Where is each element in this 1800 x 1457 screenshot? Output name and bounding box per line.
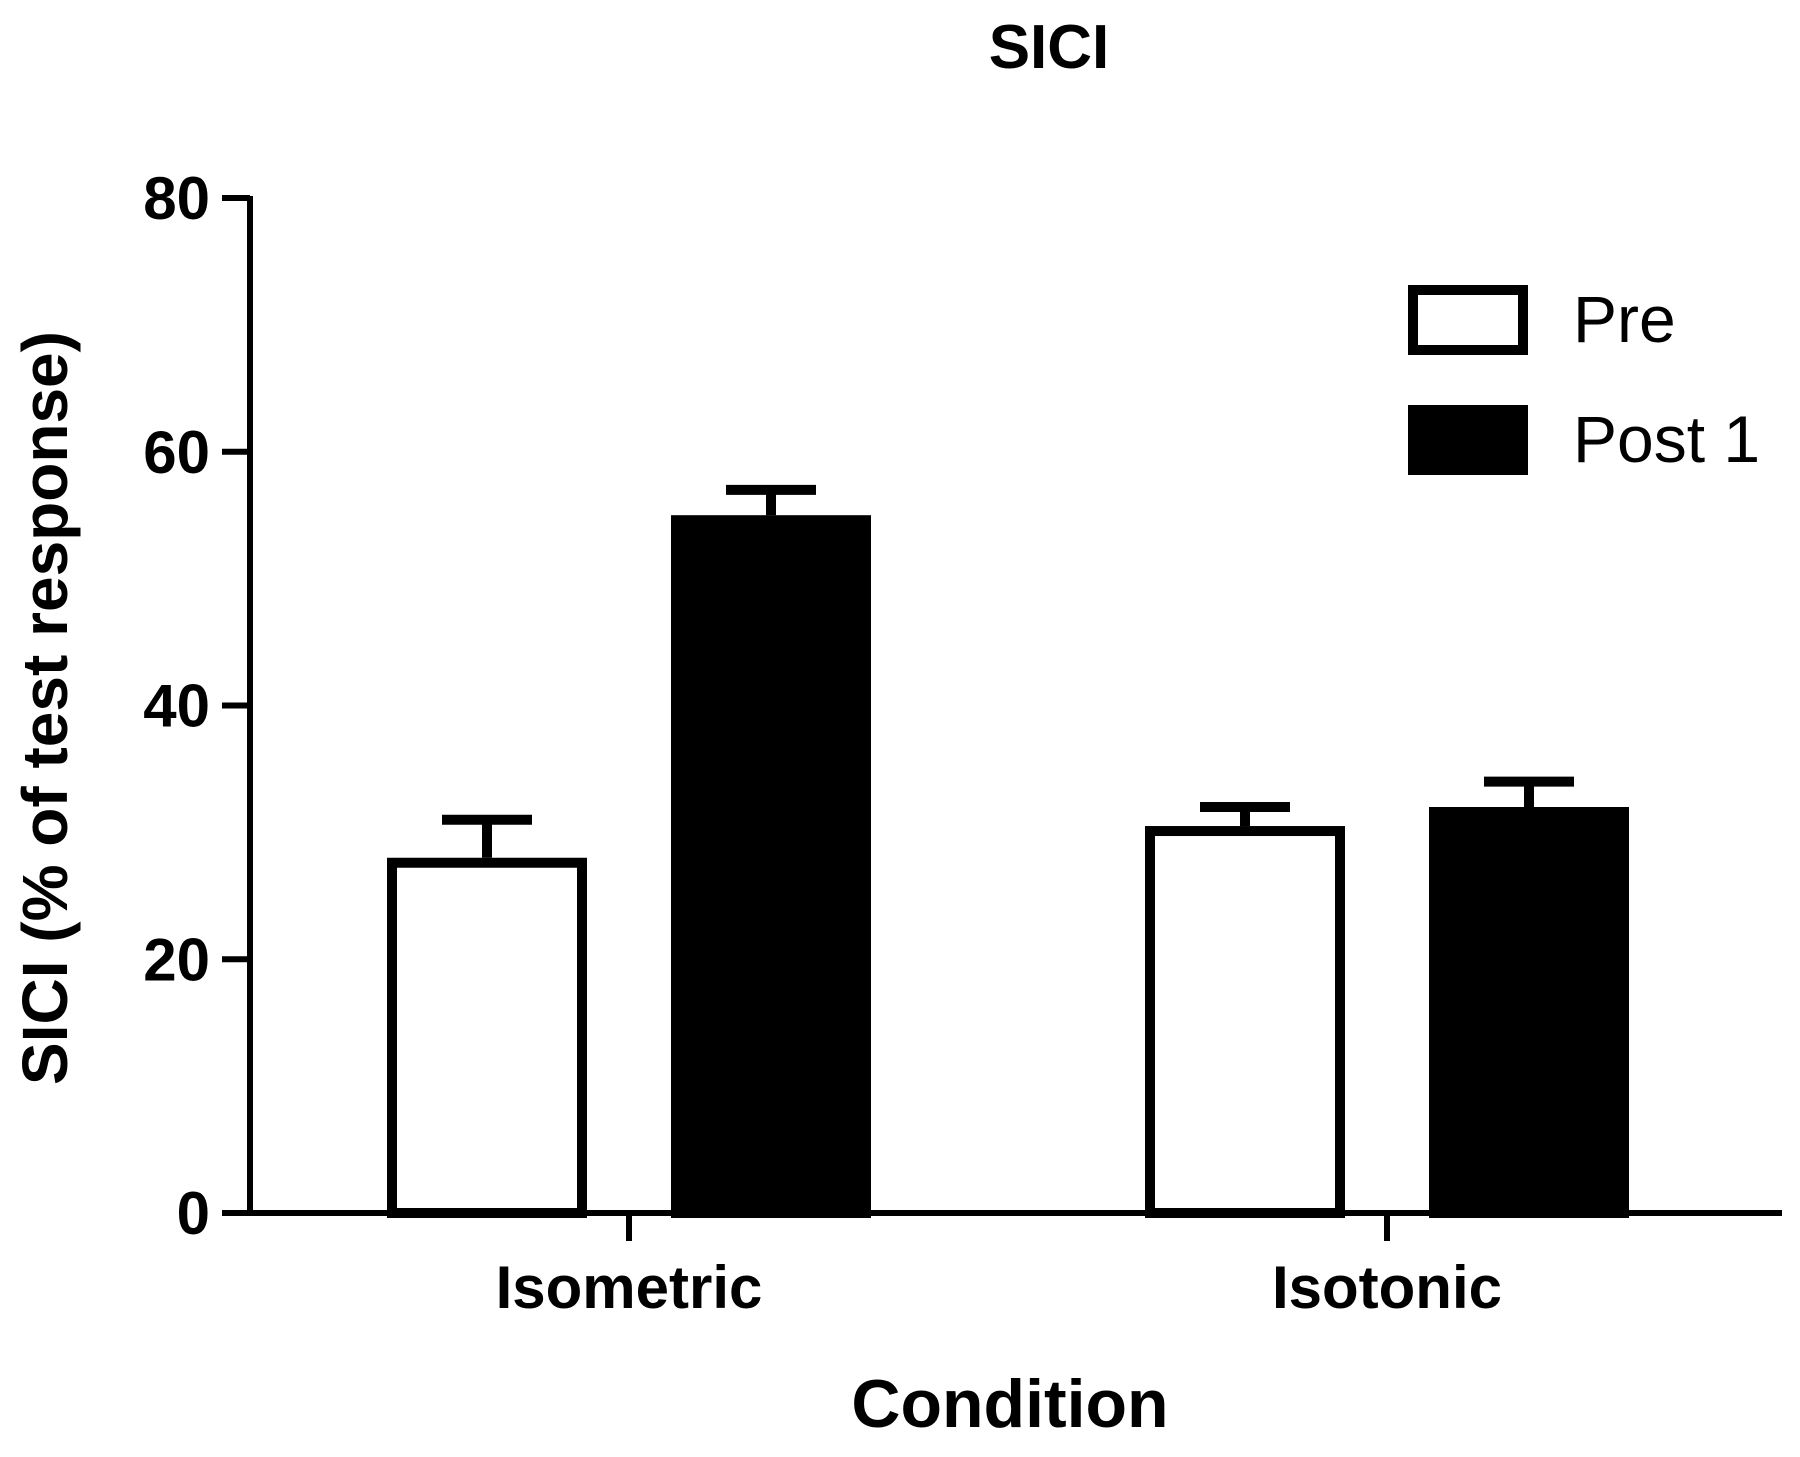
bar-post-1-isometric (671, 515, 871, 1218)
legend-label: Pre (1573, 282, 1676, 356)
bars (387, 484, 1629, 1218)
y-tick-label: 20 (143, 926, 210, 993)
x-tick-label: Isotonic (1272, 1254, 1502, 1321)
x-tick-label: Isometric (496, 1254, 763, 1321)
bar-post-1-isotonic (1429, 807, 1629, 1218)
y-tick-label: 0 (177, 1180, 210, 1247)
y-axis-label: SICI (% of test response) (9, 331, 81, 1085)
y-tick-label: 80 (143, 165, 210, 232)
bar-pre-isometric (387, 857, 587, 1218)
y-tick-label: 40 (143, 673, 210, 740)
legend-swatch (1408, 405, 1528, 475)
chart-title: SICI (989, 13, 1110, 82)
axes: 0 20 40 60 80 Isometric Isotonic (143, 165, 1782, 1321)
legend-swatch (1408, 285, 1528, 355)
legend-label: Post 1 (1573, 402, 1760, 476)
bar-pre-isotonic (1145, 826, 1345, 1218)
legend: Pre Post 1 (1408, 282, 1760, 476)
y-tick-label: 60 (143, 419, 210, 486)
x-axis-label: Condition (851, 1366, 1168, 1442)
